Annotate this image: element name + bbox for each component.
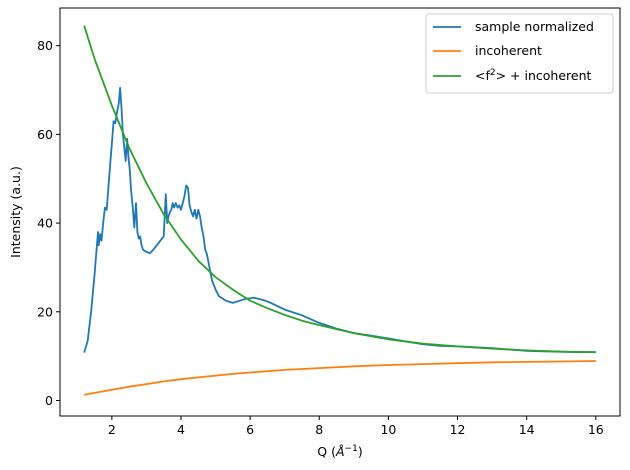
legend-box xyxy=(425,13,614,94)
x-tick-label: 8 xyxy=(315,422,323,437)
series-line-incoherent xyxy=(84,360,596,396)
y-tick-label: 80 xyxy=(37,38,53,53)
series-line-sample-normalized xyxy=(83,86,596,354)
x-tick-label: 2 xyxy=(108,422,116,437)
x-tick-label: 6 xyxy=(246,422,254,437)
plot-frame xyxy=(59,7,621,417)
x-tick-label: 10 xyxy=(380,422,396,437)
y-tick-label: 20 xyxy=(37,304,53,319)
superscript-two: 2 xyxy=(490,68,496,78)
y-tick-label: 0 xyxy=(45,393,53,408)
x-tick-label: 12 xyxy=(450,422,466,437)
series-line-f-incoherent xyxy=(83,25,596,353)
x-tick-label: 16 xyxy=(588,422,604,437)
y-tick-label: 60 xyxy=(37,127,53,142)
legend-label-f2-plus-incoherent: <f2> + incoherent xyxy=(475,68,592,83)
legend-label-sample-normalized: sample normalized xyxy=(475,19,594,34)
y-axis-label: Intensity (a.u.) xyxy=(8,166,23,258)
x-axis-label: Q (Å−1) xyxy=(317,444,362,459)
x-tick-label: 14 xyxy=(519,422,535,437)
legend: sample normalized incoherent <f2> + inco… xyxy=(425,13,614,94)
y-tick-label: 40 xyxy=(37,216,53,231)
angstrom-symbol: Å xyxy=(335,444,345,459)
exponent-minus-one: −1 xyxy=(345,444,358,454)
legend-label-incoherent: incoherent xyxy=(475,43,542,58)
x-tick-label: 4 xyxy=(177,422,185,437)
